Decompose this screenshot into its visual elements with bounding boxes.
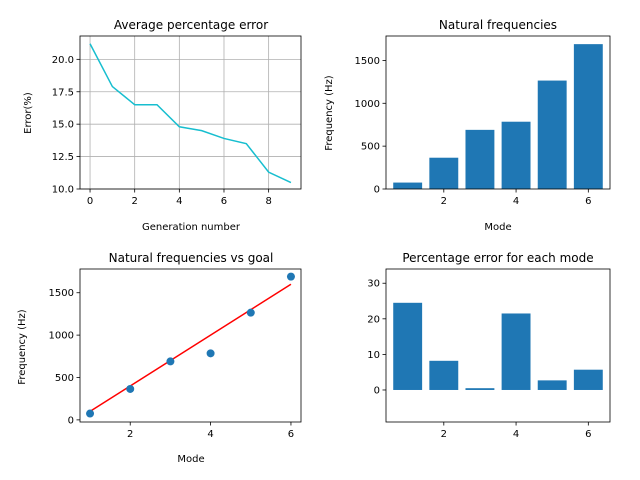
y-axis-label: Frequency (Hz): [324, 75, 335, 151]
y-tick-label: 1000: [355, 99, 380, 110]
bar-mode-5: [537, 380, 567, 390]
x-tick-label: 2: [132, 196, 138, 207]
y-tick-label: 0: [374, 185, 380, 196]
y-tick-label: 1500: [49, 288, 74, 299]
bar-mode-6: [573, 44, 603, 190]
bar-mode-2: [429, 360, 459, 390]
frequency-goal-scatter-chart: Natural frequencies vs goal Mode Frequen…: [17, 251, 302, 465]
y-tick-label: 1500: [355, 56, 380, 67]
y-tick-label: 15.0: [52, 120, 74, 131]
x-tick-label: 2: [441, 429, 447, 440]
y-axis-label: Error(%): [23, 92, 34, 134]
scatter-point-mode-5: [246, 308, 255, 317]
chart-title: Percentage error for each mode: [402, 251, 593, 265]
frequency-bar-chart: Natural frequencies Mode Frequency (Hz) …: [324, 18, 611, 233]
y-tick-label: 0: [68, 415, 74, 426]
chart-title: Natural frequencies: [439, 18, 557, 32]
y-tick-label: 20: [367, 314, 380, 325]
x-tick-label: 8: [265, 196, 271, 207]
axes-frame: [385, 268, 611, 423]
bar-mode-3: [465, 129, 495, 189]
bar-mode-4: [501, 313, 531, 390]
bar-mode-4: [501, 121, 531, 189]
chart-title: Natural frequencies vs goal: [109, 251, 274, 265]
axes-frame: [79, 268, 302, 423]
bar-mode-2: [429, 157, 459, 189]
y-tick-label: 10: [367, 350, 380, 361]
error-line-chart: Average percentage error Generation numb…: [23, 18, 302, 233]
x-tick-label: 0: [87, 196, 93, 207]
scatter-point-mode-3: [166, 357, 175, 366]
x-tick-label: 6: [288, 429, 294, 440]
x-tick-label: 4: [513, 196, 519, 207]
y-tick-label: 10.0: [52, 185, 74, 196]
chart-title: Average percentage error: [114, 18, 268, 32]
x-axis-label: Mode: [177, 454, 204, 465]
y-tick-label: 17.5: [52, 87, 74, 98]
axes-frame: [385, 35, 611, 190]
x-tick-label: 2: [441, 196, 447, 207]
scatter-point-mode-2: [126, 384, 135, 393]
x-axis-label: Mode: [484, 222, 511, 233]
y-tick-label: 20.0: [52, 55, 74, 66]
x-tick-label: 4: [207, 429, 213, 440]
percentage-error-bar-chart: Percentage error for each mode 2 4 6 0 10 20 3…: [367, 251, 611, 440]
bar-mode-1: [393, 182, 423, 189]
y-tick-label: 500: [361, 142, 380, 153]
y-tick-label: 30: [367, 279, 380, 290]
bar-mode-6: [573, 369, 603, 390]
x-tick-label: 4: [513, 429, 519, 440]
x-tick-label: 6: [585, 196, 591, 207]
y-tick-label: 12.5: [52, 152, 74, 163]
y-tick-label: 500: [55, 373, 74, 384]
scatter-point-mode-6: [286, 272, 295, 281]
goal-line: [89, 283, 292, 413]
series-line: [89, 43, 292, 184]
x-tick-label: 6: [221, 196, 227, 207]
scatter-point-mode-4: [206, 349, 215, 358]
x-tick-label: 4: [176, 196, 182, 207]
y-tick-label: 0: [374, 385, 380, 396]
y-tick-label: 1000: [49, 331, 74, 342]
bar-mode-5: [537, 80, 567, 189]
x-axis-label: Generation number: [142, 222, 241, 233]
x-tick-label: 6: [585, 429, 591, 440]
bar-mode-1: [393, 302, 423, 390]
axes-frame: [79, 35, 302, 190]
scatter-point-mode-1: [86, 409, 95, 418]
bar-mode-3: [465, 388, 495, 390]
x-tick-label: 2: [127, 429, 133, 440]
y-axis-label: Frequency (Hz): [17, 309, 28, 385]
